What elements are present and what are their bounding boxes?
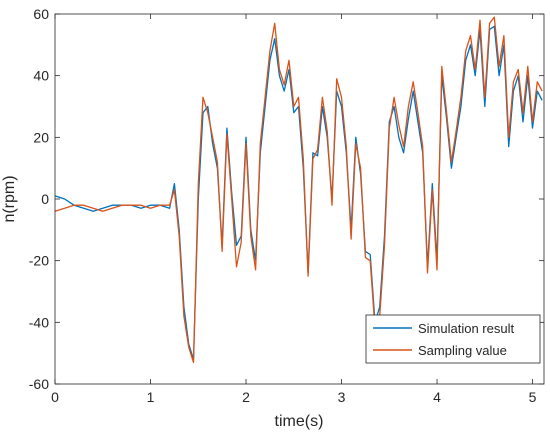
legend-label-simulation: Simulation result (418, 321, 514, 336)
x-tick-label: 1 (147, 389, 155, 405)
y-tick-label: 20 (33, 129, 49, 145)
legend-box (365, 314, 541, 364)
x-tick-label: 3 (338, 389, 346, 405)
y-tick-label: -40 (29, 314, 49, 330)
y-axis-label: n(rpm) (1, 175, 18, 222)
x-axis-ticks: 0 1 2 3 4 5 (51, 14, 537, 405)
legend: Simulation result Sampling value (365, 314, 541, 364)
series-line-sampling (54, 16, 543, 364)
y-tick-label: -60 (29, 376, 49, 392)
x-tick-label: 4 (433, 389, 441, 405)
y-tick-label: -20 (29, 253, 49, 269)
x-tick-label: 2 (242, 389, 250, 405)
y-tick-label: 0 (41, 191, 49, 207)
y-tick-label: 40 (33, 68, 49, 84)
y-tick-label: 60 (33, 6, 49, 22)
x-axis-label: time(s) (275, 413, 324, 430)
legend-label-sampling: Sampling value (418, 343, 507, 358)
x-tick-label: 5 (529, 389, 537, 405)
series-layer (54, 16, 543, 364)
x-tick-label: 0 (51, 389, 59, 405)
y-axis-ticks: -60 -40 -20 0 20 40 60 (29, 6, 544, 392)
